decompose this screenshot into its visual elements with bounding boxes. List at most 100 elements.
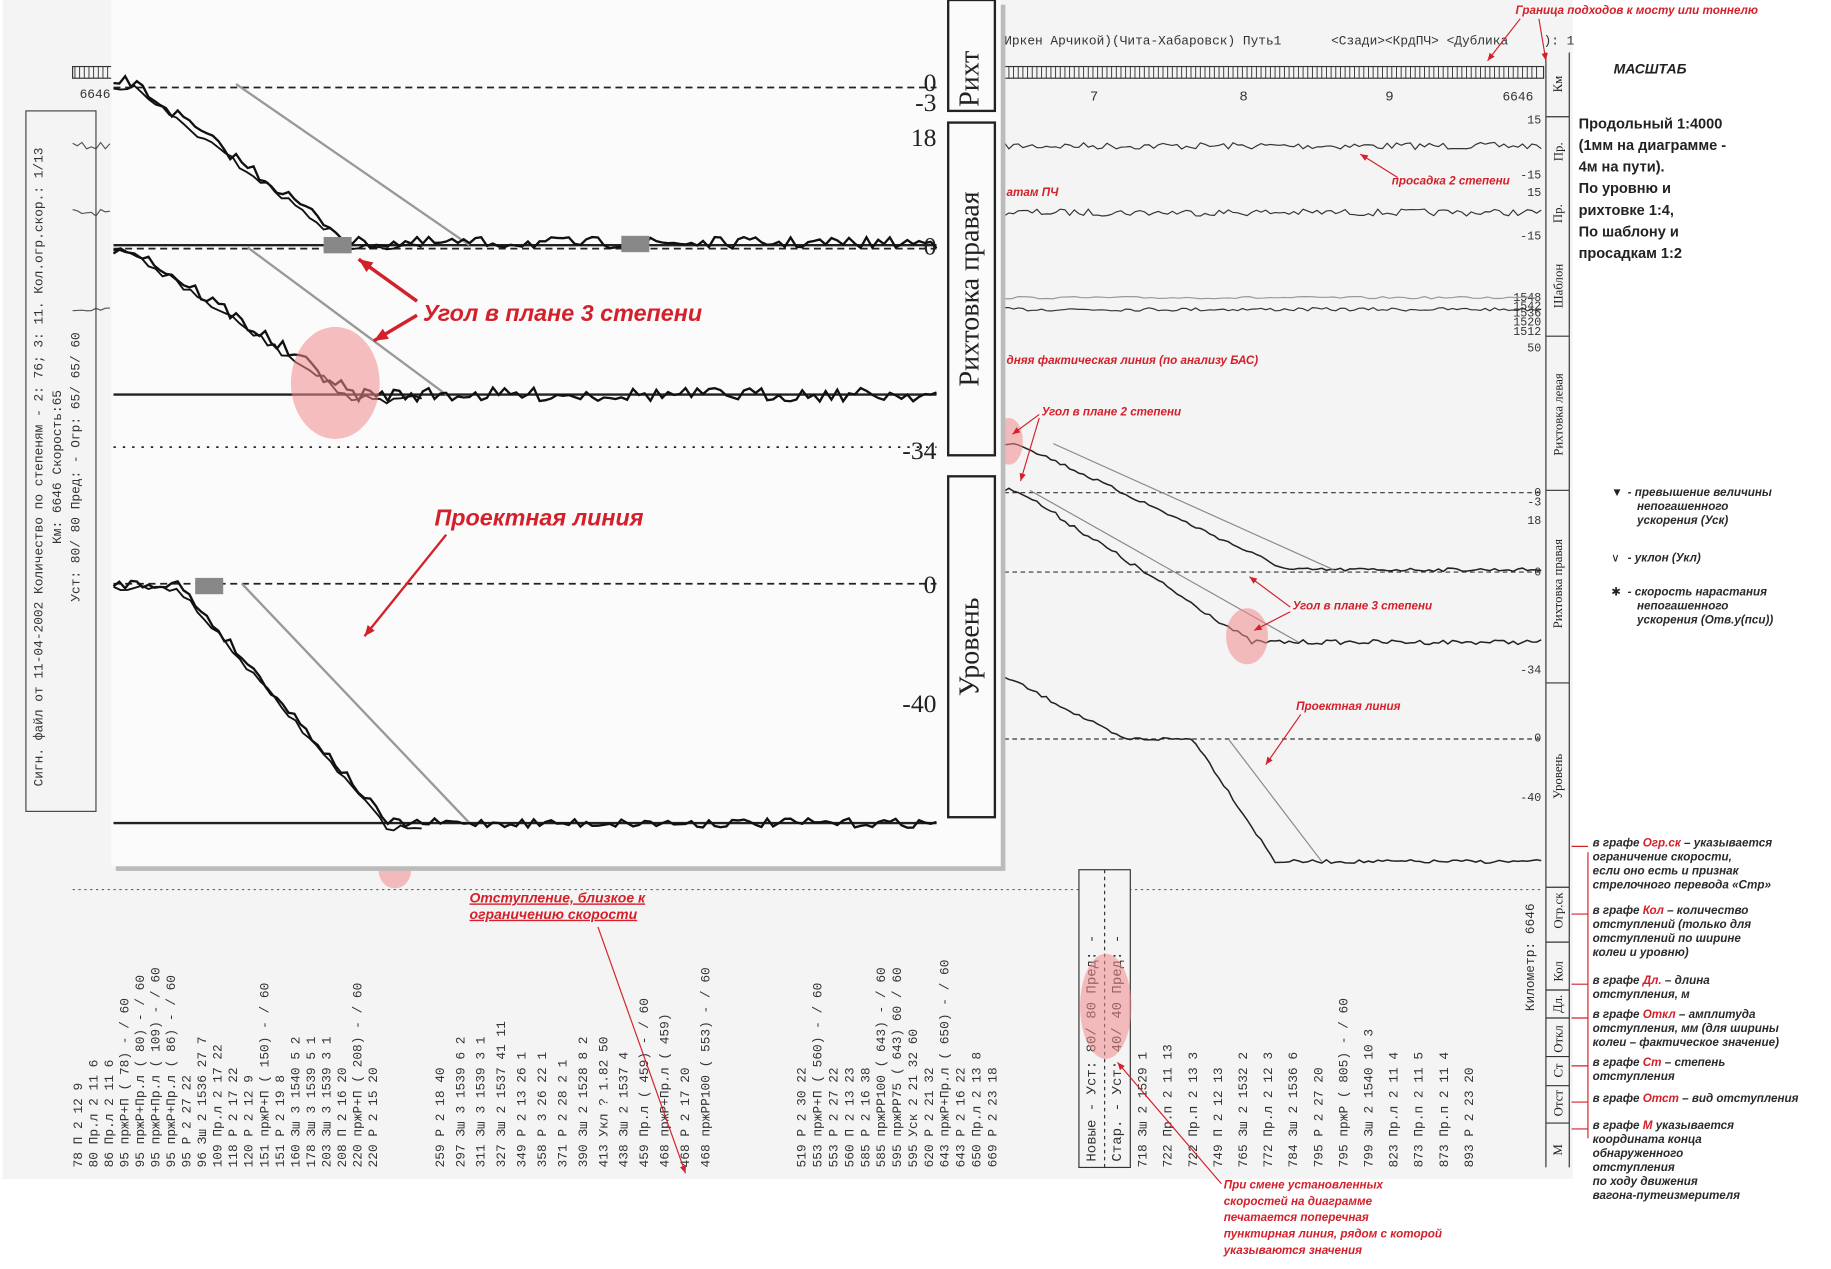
column-header: Ст xyxy=(1551,1063,1565,1077)
annotation: Проектная линия xyxy=(1296,700,1401,713)
note-part: Откл xyxy=(1643,1008,1677,1021)
track-tick: 50 xyxy=(1527,341,1541,355)
note-part: Ст xyxy=(1643,1056,1662,1069)
table-row: 203 Зш 3 1539 3 1 xyxy=(319,1036,334,1167)
table-row: 95 пржР+Пр.л ( 80) - / 60 xyxy=(133,975,148,1167)
note-part: в графе xyxy=(1593,1092,1643,1105)
inset-note: Угол в плане 3 степени xyxy=(423,300,702,326)
annotation: Граница подходов к мосту или тоннелю xyxy=(1516,4,1758,17)
table-row: 297 Зш 3 1539 6 2 xyxy=(453,1037,468,1168)
column-note: отступления xyxy=(1593,1070,1675,1083)
table-row: 795 пржР ( 805) - / 60 xyxy=(1336,998,1351,1167)
annotation: Угол в плане 3 степени xyxy=(1293,599,1433,612)
table-row: 438 Зш 2 1537 4 xyxy=(617,1052,632,1168)
track-tick: 15 xyxy=(1527,114,1541,128)
table-row: 553 пржР+П ( 560) - / 60 xyxy=(811,983,826,1168)
track-label: Пр. xyxy=(1551,142,1565,161)
table-row: 468 Р 2 17 20 xyxy=(678,1067,693,1167)
column-note: в графе Ст – степень xyxy=(1593,1056,1726,1069)
table-row: 765 Зш 2 1532 2 xyxy=(1236,1052,1251,1167)
track-label: Шаблон xyxy=(1551,264,1565,309)
track-tick: 0 xyxy=(1534,731,1541,745)
legend-symbol: ▼ xyxy=(1611,486,1623,499)
table-row: 553 Р 2 27 22 xyxy=(827,1067,842,1167)
table-row: 80 Пр.л 2 11 6 xyxy=(86,1060,101,1168)
km-label: 6646 xyxy=(1502,89,1533,104)
note-part: в графе xyxy=(1593,974,1643,987)
column-note: в графе Дл. – длина xyxy=(1593,974,1711,987)
file-header: Сигн. файл от 11-04-2002 Количество по с… xyxy=(31,147,46,786)
legend-text: - уклон (Укл) xyxy=(1628,552,1701,565)
km-label: 7 xyxy=(1090,89,1098,105)
note-part: М xyxy=(1643,1119,1653,1132)
column-note: стрелочного перевода «Стр» xyxy=(1593,878,1772,891)
table-row: 643 Р 2 16 22 xyxy=(954,1067,969,1167)
column-note: координата конца xyxy=(1593,1133,1703,1146)
table-row: 585 пржРР100 ( 643) - / 60 xyxy=(874,967,889,1167)
scale-title: МАСШТАБ xyxy=(1614,61,1687,77)
inset-label: Рихтовка правая xyxy=(955,191,986,386)
column-note: вагона-путеизмерителя xyxy=(1593,1189,1740,1202)
note-part: – длина xyxy=(1662,974,1711,987)
column-note: колеи – фактическое значение) xyxy=(1593,1036,1779,1049)
column-header: М xyxy=(1551,1144,1565,1156)
table-row: 311 Зш 3 1539 3 1 xyxy=(474,1036,489,1167)
column-header: Откл xyxy=(1551,1025,1565,1053)
table-row: 208 П 2 16 20 xyxy=(335,1067,350,1167)
table-row: 560 П 2 13 23 xyxy=(842,1067,857,1167)
table-row: 823 Пр.л 2 11 4 xyxy=(1387,1052,1402,1168)
annotation: указываются значения xyxy=(1223,1244,1362,1257)
scale-line: рихтовке 1:4, xyxy=(1579,203,1674,219)
table-row: 468 пржРР100 ( 553) - / 60 xyxy=(698,967,713,1167)
table-row: 371 Р 2 28 2 1 xyxy=(555,1059,570,1167)
table-row: 772 Пр.л 2 12 3 xyxy=(1261,1052,1276,1167)
legend-symbol: ∨ xyxy=(1611,552,1620,565)
track-label: Пр. xyxy=(1551,204,1565,223)
table-row: 160 Зш 3 1540 5 2 xyxy=(288,1037,303,1168)
table-row: 390 Зш 2 1528 8 2 xyxy=(576,1037,591,1168)
note-part: Кол xyxy=(1643,904,1665,917)
column-note: отступлений (только для xyxy=(1593,918,1752,931)
annotation: Угол в плане 2 степени xyxy=(1042,406,1182,419)
km-left: 6646 xyxy=(80,87,111,102)
inset-tick: 18 xyxy=(911,123,937,152)
legend-symbol: ✱ xyxy=(1611,585,1621,598)
scale-line: просадкам 1:2 xyxy=(1579,246,1682,262)
track-label: Рихтовка правая xyxy=(1551,539,1565,628)
table-row: 78 П 2 12 9 xyxy=(71,1083,86,1168)
track-tick: -34 xyxy=(1520,664,1541,678)
note-part: Огр.ск xyxy=(1643,836,1682,849)
table-row: 784 Зш 2 1536 6 xyxy=(1286,1052,1301,1167)
table-row: 643 пржР+Пр.л ( 650) - / 60 xyxy=(938,960,953,1168)
table-row: 358 Р 3 26 22 1 xyxy=(535,1052,550,1168)
table-row: 459 Пр.л ( 459) - / 60 xyxy=(637,998,652,1167)
file-header: Уст: 80/ 80 Пред: - Огр: 65/ 65/ 60 xyxy=(69,332,84,601)
note-part: указывается xyxy=(1652,1119,1734,1132)
note-part: в графе xyxy=(1593,904,1643,917)
track-tick: -15 xyxy=(1520,229,1541,243)
track-tick: -15 xyxy=(1520,169,1541,183)
column-note: отступления, мм (для ширины xyxy=(1593,1022,1779,1035)
column-note: колеи и уровню) xyxy=(1593,946,1689,959)
scale-line: (1мм на диаграмме - xyxy=(1579,138,1727,154)
track-label: Км xyxy=(1551,76,1565,93)
km-column: Километр: 6646 xyxy=(1523,903,1538,1011)
track-tick: 15 xyxy=(1527,186,1541,200)
table-row: 893 Р 2 23 20 xyxy=(1462,1067,1477,1167)
inset-note: Проектная линия xyxy=(435,504,644,530)
track-tick: 1512 xyxy=(1513,325,1541,339)
scale-line: Продольный 1:4000 xyxy=(1579,116,1723,132)
inset-tick: -40 xyxy=(902,689,936,718)
marker xyxy=(324,237,352,253)
table-row: 519 Р 2 30 22 xyxy=(795,1067,810,1167)
km-label: 8 xyxy=(1239,89,1247,105)
annotation: печатается поперечная xyxy=(1224,1211,1369,1224)
track-tick: -40 xyxy=(1520,791,1541,805)
column-note: отступления, м xyxy=(1593,988,1691,1001)
note-part: Отст xyxy=(1643,1092,1679,1105)
note-part: в графе xyxy=(1593,1008,1643,1021)
table-row: 722 Пр.п 2 11 13 xyxy=(1161,1044,1176,1167)
highlight xyxy=(1080,954,1131,1059)
track-tick: 18 xyxy=(1527,514,1541,528)
table-row: 151 Р 2 19 8 xyxy=(273,1075,288,1167)
